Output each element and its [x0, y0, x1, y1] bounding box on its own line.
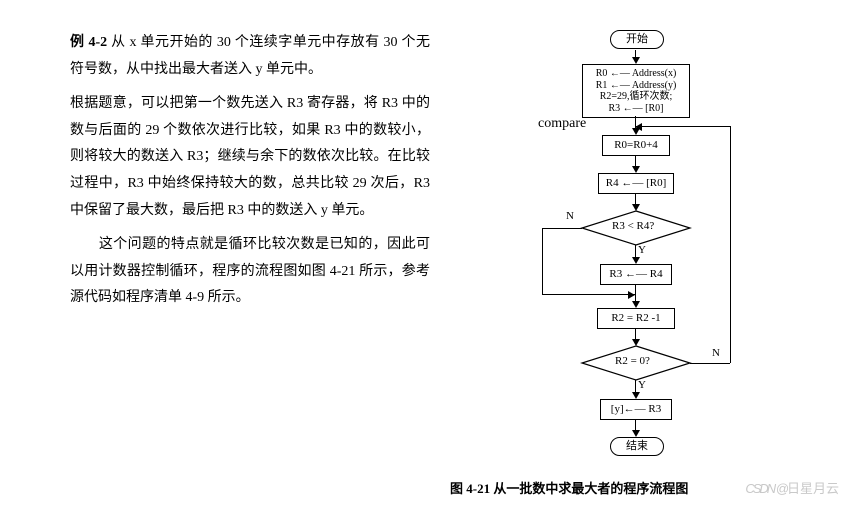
y-label-2: Y — [638, 379, 646, 391]
body-text: 例 4-2 从 x 单元开始的 30 个连续字单元中存放有 30 个无符号数，从… — [70, 30, 430, 470]
arrow-down-icon — [632, 257, 640, 264]
n-label-1: N — [566, 210, 574, 222]
start-node: 开始 — [610, 30, 664, 49]
step2-label: R4 ←— [R0] — [606, 177, 667, 190]
edge — [542, 228, 582, 229]
watermark: CSDN @日星月云 — [745, 478, 839, 497]
step2-node: R4 ←— [R0] — [598, 173, 674, 194]
step5-label: [y]←— R3 — [611, 403, 661, 416]
figure-caption: 图 4-21 从一批数中求最大者的程序流程图 — [450, 478, 688, 497]
y-label-1: Y — [638, 244, 646, 256]
paragraph-1: 例 4-2 从 x 单元开始的 30 个连续字单元中存放有 30 个无符号数，从… — [70, 30, 430, 83]
arrow-down-icon — [632, 392, 640, 399]
step1-label: R0=R0+4 — [614, 139, 658, 152]
cond1-label: R3 < R4? — [612, 220, 654, 232]
step4-label: R2 = R2 -1 — [611, 312, 660, 325]
edge — [690, 363, 730, 364]
arrow-down-icon — [632, 166, 640, 173]
compare-label: compare — [538, 116, 586, 132]
para1-text: 从 x 单元开始的 30 个连续字单元中存放有 30 个无符号数，从中找出最大者… — [70, 35, 430, 77]
cond2-label: R2 = 0? — [615, 355, 650, 367]
edge — [635, 126, 730, 127]
edge — [542, 294, 635, 295]
flowchart-column: 开始 R0 ←— Address(x) R1 ←— Address(y) R2=… — [450, 30, 810, 470]
end-node: 结束 — [610, 437, 664, 456]
step3-label: R3 ←— R4 — [609, 268, 662, 281]
init-node: R0 ←— Address(x) R1 ←— Address(y) R2=29,… — [582, 64, 690, 118]
step5-node: [y]←— R3 — [600, 399, 672, 420]
arrow-left-icon — [635, 123, 642, 131]
paragraph-2: 根据题意，可以把第一个数先送入 R3 寄存器，将 R3 中的数与后面的 29 个… — [70, 91, 430, 224]
edge — [730, 126, 731, 363]
n-label-2: N — [712, 347, 720, 359]
end-label: 结束 — [626, 440, 648, 453]
watermark-b: 日星月云 — [787, 481, 839, 496]
init-label: R0 ←— Address(x) R1 ←— Address(y) R2=29,… — [596, 68, 677, 114]
watermark-a: CSDN @ — [745, 481, 787, 496]
edge — [542, 228, 543, 294]
example-number: 例 4-2 — [70, 35, 107, 50]
arrow-right-icon — [628, 291, 635, 299]
step1-node: R0=R0+4 — [602, 135, 670, 156]
arrow-down-icon — [632, 57, 640, 64]
flowchart: 开始 R0 ←— Address(x) R1 ←— Address(y) R2=… — [500, 30, 800, 470]
step4-node: R2 = R2 -1 — [597, 308, 675, 329]
arrow-down-icon — [632, 430, 640, 437]
paragraph-3: 这个问题的特点就是循环比较次数是已知的，因此可以用计数器控制循环，程序的流程图如… — [70, 232, 430, 312]
arrow-down-icon — [632, 301, 640, 308]
step3-node: R3 ←— R4 — [600, 264, 672, 285]
start-label: 开始 — [626, 33, 648, 46]
